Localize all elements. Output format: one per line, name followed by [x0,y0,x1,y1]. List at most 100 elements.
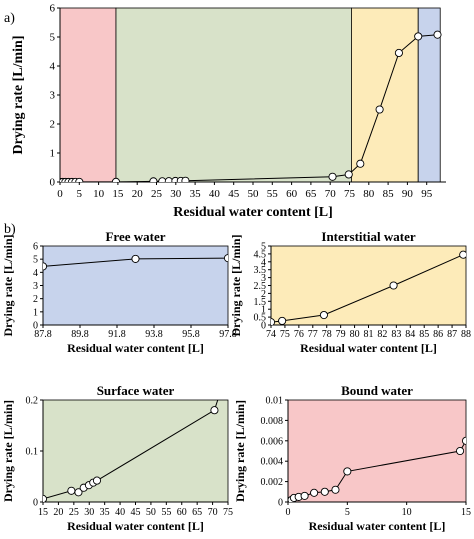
panel-label-b: b) [4,222,16,237]
x-tick-label: 30 [170,188,182,200]
y-tick-label: 4 [50,61,56,73]
y-tick-label: 0.002 [261,477,284,488]
x-tick-label: 95 [421,188,433,200]
data-point [328,172,337,181]
y-axis-title: Drying rate [L/min] [11,36,26,155]
x-axis-title: Residual water content [L] [300,341,437,355]
x-tick-label: 83 [391,329,401,340]
region-band [59,7,117,183]
chart-interstitial: 74 75 76 77 78 79 80 81 82 83 84 85 86 87 88 00.511.522… [229,229,471,355]
x-tick-label: 70 [208,507,218,518]
x-tick-label: 65 [192,507,202,518]
x-tick-label: 25 [69,507,79,518]
x-axis-title: Residual water content [L] [309,519,446,533]
x-tick-label: 60 [286,188,298,200]
x-tick-label: 50 [248,188,260,200]
y-tick-label: 5 [261,242,266,253]
x-tick-label: 88 [461,329,471,340]
y-tick-label: 2 [50,119,56,131]
x-tick-label: 84 [405,329,415,340]
x-tick-label: 10 [93,188,105,200]
data-point [344,170,353,179]
data-point [278,316,287,325]
x-axis-title: Residual water content [L] [67,341,204,355]
plot-background [42,399,229,503]
data-point [181,176,190,182]
y-tick-label: 3 [261,273,266,284]
chart-title: Surface water [97,383,175,398]
y-tick-label: 0.01 [266,396,284,407]
data-point [433,30,442,39]
y-tick-label: 0.5 [254,313,267,324]
x-tick-label: 97.8 [219,329,237,340]
y-tick-label: 0.008 [261,416,284,427]
y-tick-label: 6 [50,3,56,15]
chart-title: Free water [105,229,165,244]
x-tick-label: 77 [308,329,318,340]
y-tick-label: 5 [50,32,56,44]
data-point [356,159,365,168]
region-band [115,7,352,183]
y-tick-label: 6 [33,242,38,253]
x-tick-label: 15 [38,507,48,518]
data-point [375,105,384,114]
x-tick-label: 15 [112,188,124,200]
x-tick-label: 76 [294,329,304,340]
x-tick-label: 80 [350,329,360,340]
y-axis-title: Drying rate [L/min] [1,400,15,502]
x-tick-label: 65 [305,188,317,200]
x-tick-label: 40 [115,507,125,518]
plot-background [270,245,467,326]
y-tick-label: 3 [50,90,56,102]
x-tick-label: 55 [161,507,171,518]
chart-bound: 0 5 10 15 0 0.002 0.004 0.006 0.008 0.01 Residual … [233,383,471,533]
data-point [461,436,466,445]
y-tick-label: 4 [261,257,266,268]
y-axis-title: Drying rate [L/min] [1,235,15,337]
plot-area [271,250,466,325]
y-tick-label: 0 [278,498,283,509]
y-tick-label: 3 [33,281,38,292]
plot-area [288,436,466,502]
x-tick-label: 70 [325,188,337,200]
x-tick-label: 81 [364,329,374,340]
y-axis-title: Drying rate [L/min] [229,235,243,337]
x-tick-label: 35 [100,507,110,518]
data-point [394,48,403,58]
x-tick-label: 45 [228,188,240,200]
data-point [459,250,466,259]
x-tick-label: 20 [53,507,63,518]
y-tick-label: 0 [33,321,38,332]
x-tick-label: 91.8 [108,329,126,340]
chart-main: 0 5 10 15 20 25 30 35 40 45 50 55 60 65 70 75 80 85 90 9501… [11,3,446,220]
y-tick-label: 1 [50,148,56,160]
x-tick-label: 0 [57,188,63,200]
y-tick-label: 0.004 [261,457,284,468]
y-tick-label: 5 [33,255,38,266]
x-tick-label: 75 [344,188,356,200]
x-tick-label: 87.8 [34,329,52,340]
x-tick-label: 85 [383,188,395,200]
data-point [210,406,219,415]
x-tick-label: 75 [280,329,290,340]
y-tick-label: 3.5 [254,265,267,276]
x-tick-label: 95.8 [182,329,200,340]
data-point [320,487,329,496]
data-point [310,488,319,497]
y-tick-label: 0 [33,498,38,509]
y-tick-label: 0.006 [261,436,284,447]
x-tick-label: 86 [433,329,443,340]
data-point [43,262,48,271]
x-tick-label: 74 [266,329,276,340]
data-point [75,177,84,182]
y-tick-label: 0 [261,321,266,332]
x-tick-label: 82 [377,329,387,340]
data-point [92,476,102,485]
chart-title: Interstitial water [321,229,415,244]
data-point [456,446,465,456]
data-point [111,177,121,182]
data-point [67,486,76,495]
x-tick-label: 20 [132,188,144,200]
plot-area [60,30,442,182]
